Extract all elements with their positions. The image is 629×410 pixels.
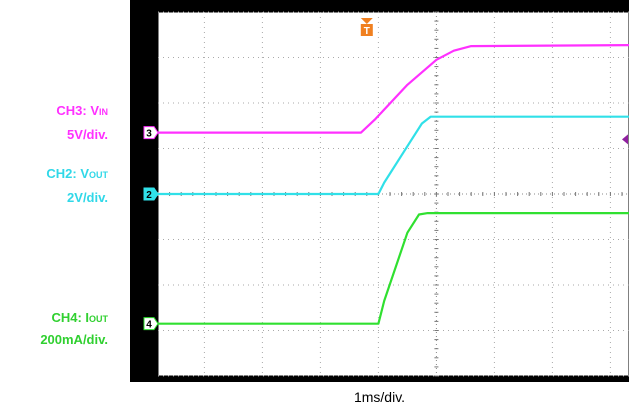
x-axis-label: 1ms/div.	[353, 389, 406, 405]
ch3-name-sub: IN	[99, 107, 108, 117]
ch2-label: CH2: VOUT	[0, 166, 108, 183]
trace-ch3	[158, 44, 629, 134]
trace-ch2	[158, 115, 629, 196]
ch3-name: CH3: V	[56, 103, 99, 118]
ch2-scale: 2V/div.	[67, 190, 108, 205]
ch4-name-sub: OUT	[89, 314, 108, 324]
ground-marker-ch2: 2	[143, 187, 159, 201]
ground-marker-ch3: 3	[143, 126, 159, 140]
ch2-name-sub: OUT	[89, 170, 108, 180]
trace-ch4	[158, 212, 629, 325]
svg-text:2: 2	[146, 190, 152, 201]
trigger-marker: T	[360, 18, 373, 37]
oscilloscope-screen: 3 2 4 T	[130, 0, 629, 382]
ch2-name: CH2: V	[46, 166, 89, 181]
ch4-name: CH4: I	[51, 310, 89, 325]
scope-plot-svg: 3 2 4 T	[130, 0, 629, 382]
svg-text:3: 3	[146, 129, 152, 140]
svg-text:T: T	[364, 26, 370, 37]
ch4-scale: 200mA/div.	[40, 332, 108, 347]
right-level-marker	[622, 134, 628, 145]
ch4-label: CH4: IOUT	[0, 310, 108, 327]
svg-text:4: 4	[146, 320, 152, 331]
ground-marker-ch4: 4	[143, 317, 159, 331]
ch3-label: CH3: VIN	[0, 103, 108, 120]
ch3-scale: 5V/div.	[67, 127, 108, 142]
